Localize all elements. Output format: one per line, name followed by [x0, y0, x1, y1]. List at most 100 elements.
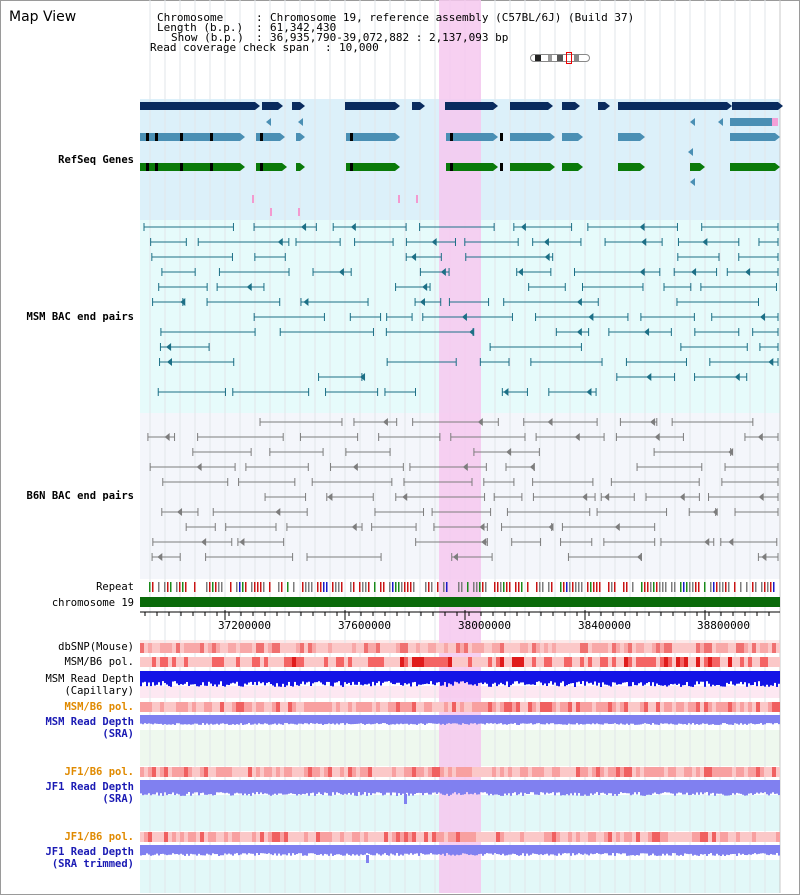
depth-bar: [228, 780, 230, 794]
repeat-mark: [593, 582, 595, 592]
depth-bar: [628, 715, 630, 725]
depth-bar: [232, 845, 234, 856]
depth-bar: [606, 715, 608, 724]
depth-bar: [746, 780, 748, 796]
pol-heat-cell: [404, 643, 408, 653]
depth-bar: [186, 845, 188, 854]
pol-heat-cell: [580, 767, 584, 777]
depth-bar: [652, 780, 654, 794]
depth-bar: [390, 780, 392, 796]
pol-heat-cell: [652, 657, 656, 667]
depth-bar: [684, 715, 686, 725]
depth-bar: [192, 671, 194, 685]
depth-bar: [674, 845, 676, 854]
repeat-mark: [746, 582, 748, 592]
pol-heat-cell: [152, 657, 156, 667]
pol-heat-cell: [488, 657, 492, 667]
chromosome-label: chromosome 19: [51, 597, 134, 609]
depth-bar: [486, 845, 488, 854]
pol-heat-cell: [224, 832, 228, 842]
pol-heat-cell: [180, 702, 184, 712]
depth-bar: [268, 780, 270, 795]
pol-heat-cell: [668, 702, 672, 712]
bac-arrow: [639, 268, 645, 276]
pol-heat-cell: [708, 657, 712, 667]
pol-heat-cell: [440, 657, 444, 667]
depth-bar: [728, 671, 730, 684]
gene-marker: [350, 133, 353, 141]
pol-heat-cell: [620, 702, 624, 712]
depth-bar: [556, 780, 558, 793]
pol-heat-cell: [736, 767, 740, 777]
pol-heat-cell: [644, 767, 648, 777]
depth-bar: [610, 671, 612, 687]
colon: :: [325, 41, 332, 54]
depth-bar: [228, 715, 230, 725]
repeat-mark: [503, 582, 505, 592]
depth-bar: [378, 671, 380, 682]
pol-heat-cell: [252, 702, 256, 712]
pol-heat-cell: [500, 643, 504, 653]
depth-bar: [640, 845, 642, 854]
pol-heat-cell: [268, 767, 272, 777]
pol-heat-cell: [656, 832, 660, 842]
depth-bar: [618, 845, 620, 854]
depth-bar: [162, 671, 164, 682]
depth-bar: [638, 845, 640, 856]
depth-bar: [614, 715, 616, 724]
depth-bar: [686, 715, 688, 725]
pol-heat-cell: [452, 657, 456, 667]
repeat-mark: [293, 582, 295, 592]
depth-bar: [366, 671, 368, 685]
pol-heat-cell: [452, 832, 456, 842]
depth-bar: [500, 780, 502, 796]
depth-bar: [380, 845, 382, 856]
depth-bar: [480, 780, 482, 793]
depth-bar: [296, 715, 298, 725]
pol-heat-cell: [732, 643, 736, 653]
gene-exon: [510, 102, 548, 110]
depth-bar: [754, 845, 756, 854]
chromosome-key: Chromosome: [157, 11, 224, 24]
repeat-mark: [281, 582, 283, 592]
gene-arrow: [778, 102, 783, 110]
pol-heat-cell: [508, 702, 512, 712]
depth-bar: [370, 780, 372, 796]
depth-bar: [354, 671, 356, 685]
pol-heat-cell: [280, 643, 284, 653]
pol-heat-cell: [604, 832, 608, 842]
depth-bar: [424, 845, 426, 855]
pol-heat-cell: [256, 643, 260, 653]
pol-heat-cell: [572, 643, 576, 653]
pol-heat-cell: [576, 657, 580, 667]
depth-bar: [576, 780, 578, 796]
pol-heat-cell: [236, 643, 240, 653]
pol-heat-cell: [744, 643, 748, 653]
depth-bar: [280, 845, 282, 856]
chromosome-ideogram[interactable]: [530, 52, 590, 64]
pol-heat-cell: [600, 832, 604, 842]
pol-heat-cell: [752, 832, 756, 842]
depth-bar: [222, 671, 224, 686]
repeat-mark: [764, 582, 766, 592]
depth-bar: [526, 715, 528, 724]
depth-bar: [734, 671, 736, 686]
depth-bar: [626, 715, 628, 724]
pol-heat-cell: [428, 767, 432, 777]
depth-bar: [648, 845, 650, 856]
depth-bar: [350, 780, 352, 795]
depth-bar: [546, 715, 548, 724]
depth-bar: [646, 780, 648, 795]
pol-heat-cell: [352, 832, 356, 842]
depth-bar: [678, 715, 680, 724]
pol-heat-cell: [148, 657, 152, 667]
pol-heat-cell: [736, 643, 740, 653]
repeat-mark: [563, 582, 565, 592]
pol-heat-cell: [256, 702, 260, 712]
depth-bar: [286, 715, 288, 724]
pol-heat-cell: [756, 767, 760, 777]
depth-bar: [574, 845, 576, 856]
depth-bar: [756, 671, 758, 687]
gene-exon: [296, 133, 300, 141]
